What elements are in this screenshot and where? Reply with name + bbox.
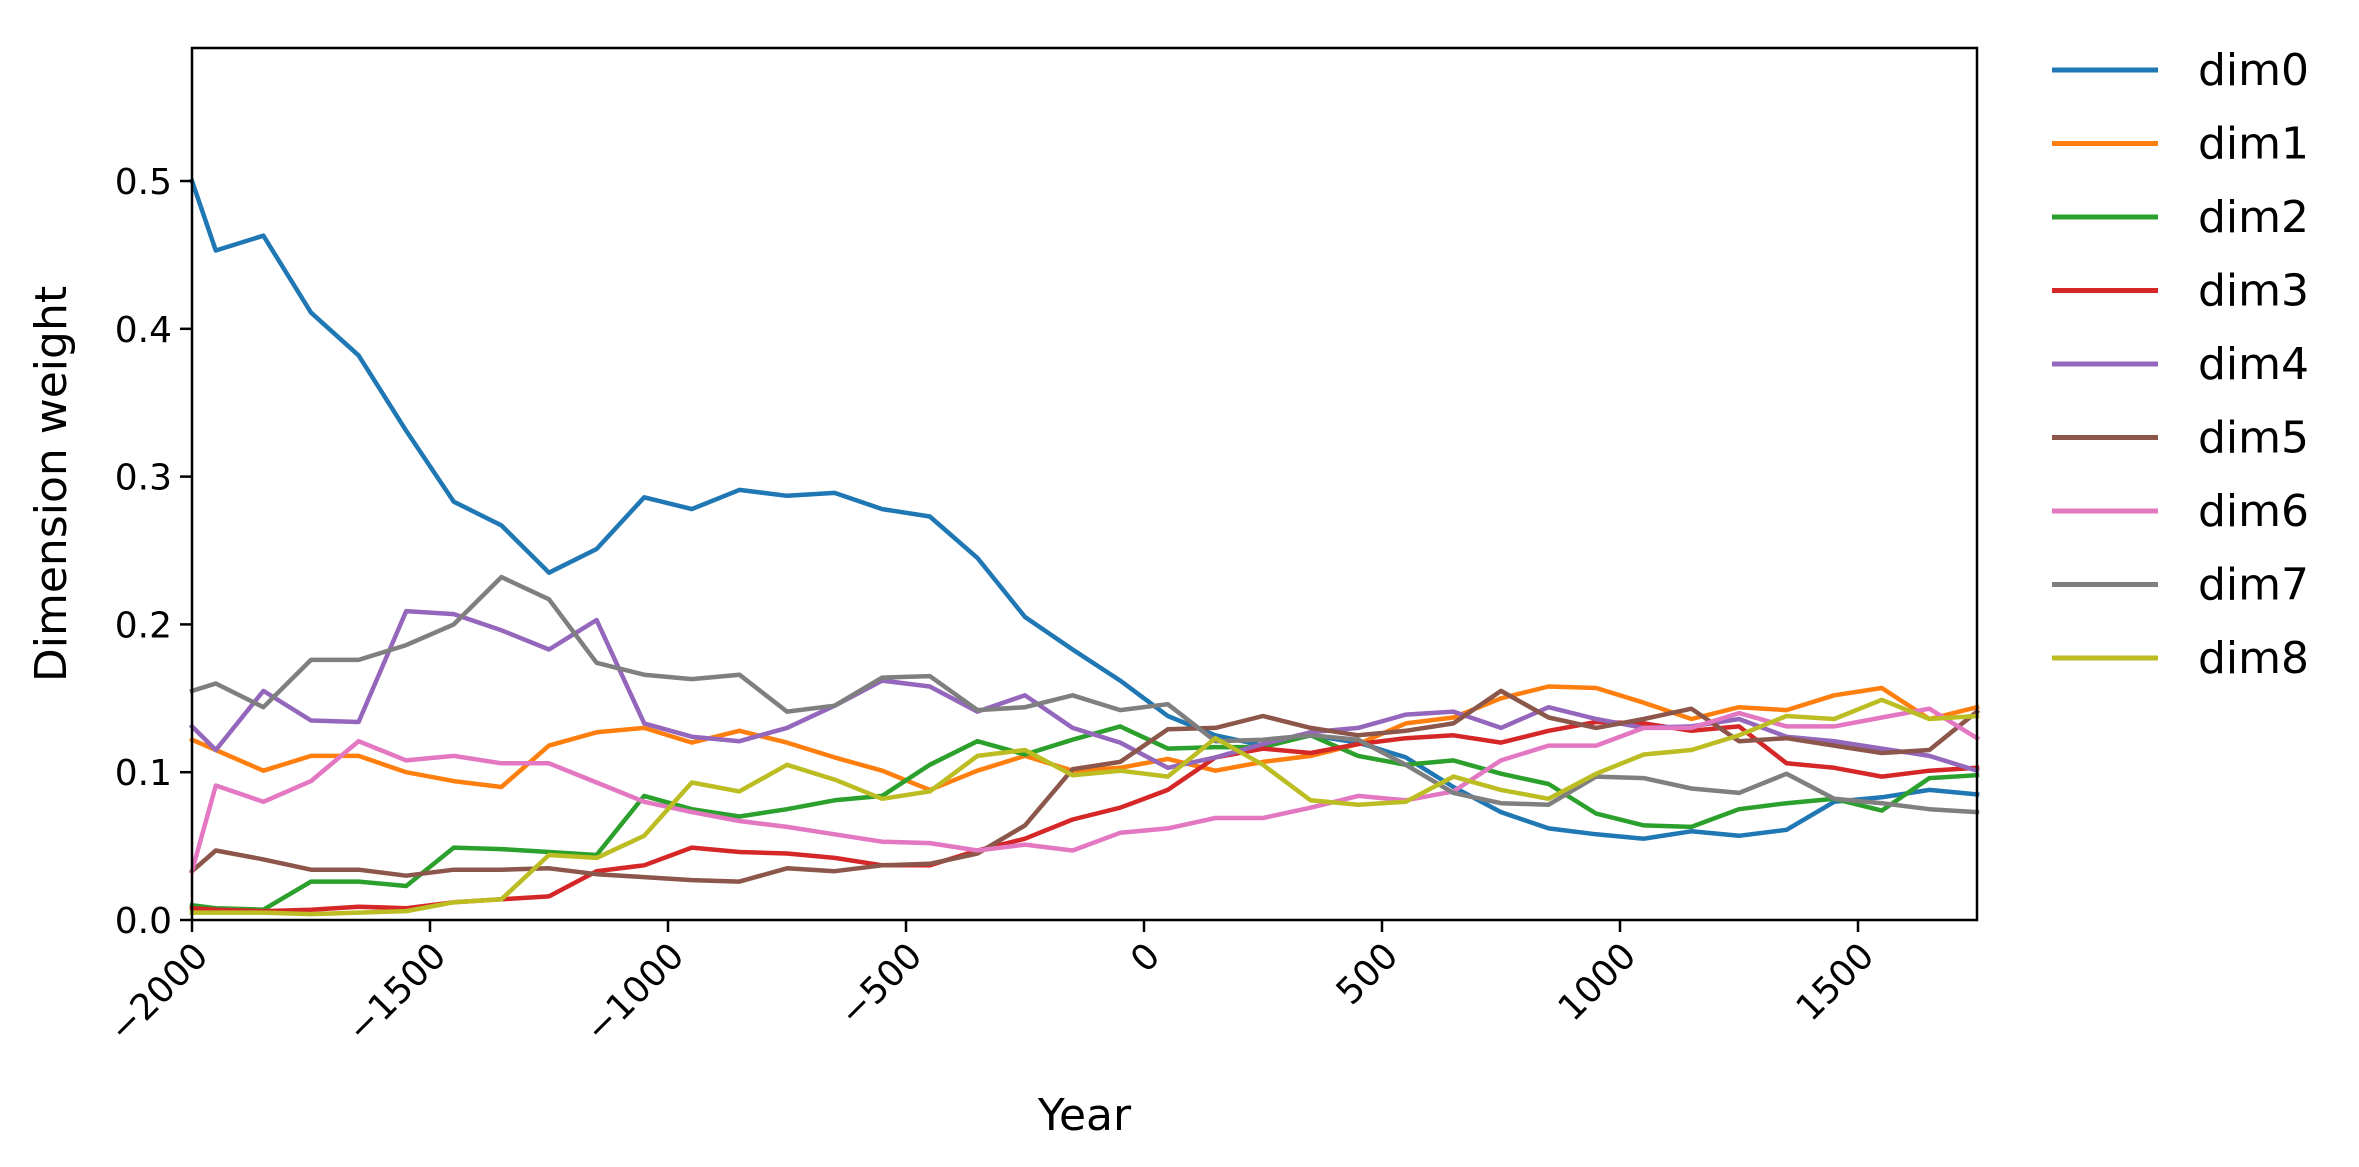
legend-label-dim5: dim5 [2198,413,2309,464]
y-tick-label: 0.1 [115,753,172,794]
x-tick-label: 0 [1123,935,1168,980]
series-line-dim0 [189,178,1980,841]
plot-area-frame [190,46,1979,922]
y-tick-label: 0.5 [115,162,172,203]
x-tick-label: −2000 [101,935,216,1050]
y-axis: 0.0 0.1 0.2 0.3 0.4 0.5 [115,162,192,942]
x-tick-label: −1500 [339,935,454,1050]
series-line-dim2 [189,724,1980,912]
y-tick-label: 0.4 [115,310,172,351]
legend-label-dim2: dim2 [2198,192,2309,243]
series-line-dim3 [189,719,1980,914]
series-line-dim5 [188,688,1981,884]
legend: dim0 dim1 dim2 dim3 dim4 dim5 dim6 dim7 dim8 [2052,45,2309,684]
x-axis-label: Year [1037,1090,1132,1141]
legend-label-dim6: dim6 [2198,486,2309,537]
y-tick-label: 0.3 [115,458,172,499]
series-line-dim8 [189,697,1980,917]
y-tick-label: 0.0 [115,901,172,942]
x-tick-label: 500 [1329,935,1407,1013]
x-axis: −2000 −1500 −1000 −500 0 500 1000 1500 [101,920,1882,1050]
legend-label-dim1: dim1 [2198,119,2309,170]
legend-label-dim3: dim3 [2198,266,2309,317]
x-tick-label: 1500 [1789,935,1883,1029]
series-lines [188,178,1981,917]
legend-label-dim8: dim8 [2198,633,2309,684]
x-tick-label: 1000 [1551,935,1645,1029]
legend-label-dim4: dim4 [2198,339,2309,390]
series-line-dim7 [189,574,1980,815]
series-line-dim6 [189,706,1981,874]
y-axis-label: Dimension weight [26,286,77,682]
x-tick-label: −500 [831,935,930,1034]
legend-label-dim0: dim0 [2198,45,2309,96]
x-tick-label: −1000 [577,935,692,1050]
legend-label-dim7: dim7 [2198,560,2309,611]
y-tick-label: 0.2 [115,605,172,646]
